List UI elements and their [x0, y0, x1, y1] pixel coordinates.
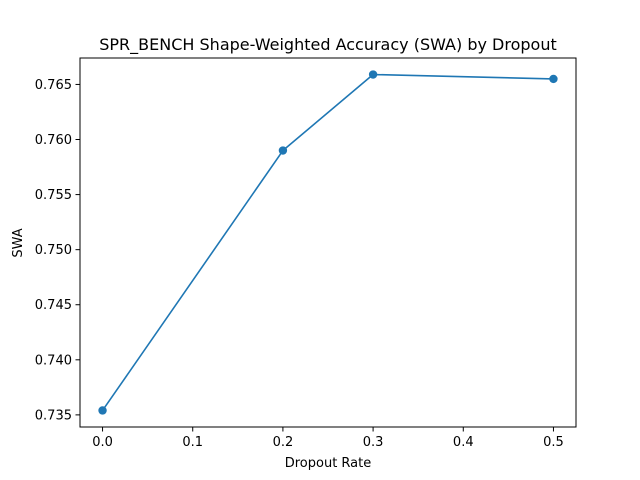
x-tick-label: 0.4 — [453, 435, 474, 450]
x-tick-label: 0.1 — [182, 435, 203, 450]
y-tick-label: 0.765 — [35, 78, 72, 93]
x-axis-label: Dropout Rate — [285, 456, 372, 471]
y-tick-label: 0.755 — [35, 188, 72, 203]
y-tick-label: 0.760 — [35, 133, 72, 148]
data-point — [368, 70, 378, 79]
y-axis-label: SWA — [11, 228, 26, 257]
data-point — [98, 406, 107, 415]
x-tick-label: 0.2 — [273, 435, 294, 450]
plot-layer: 0.0 0.1 0.2 0.3 0.4 0.5 0.735 0.740 0.745 0.750 0.… — [35, 57, 577, 450]
y-tick-label: 0.745 — [35, 298, 72, 313]
x-tick-label: 0.3 — [363, 435, 384, 450]
data-point — [278, 146, 288, 155]
y-tick-label: 0.750 — [35, 243, 72, 258]
series-line — [101, 73, 554, 411]
y-tick-label: 0.740 — [35, 353, 72, 368]
axes-frame — [79, 57, 577, 428]
data-point — [549, 74, 558, 84]
chart-title: SPR_BENCH Shape-Weighted Accuracy (SWA) … — [99, 35, 556, 55]
x-tick-label: 0.0 — [92, 435, 113, 450]
x-tick-label: 0.5 — [543, 435, 564, 450]
y-tick-label: 0.735 — [35, 408, 72, 423]
